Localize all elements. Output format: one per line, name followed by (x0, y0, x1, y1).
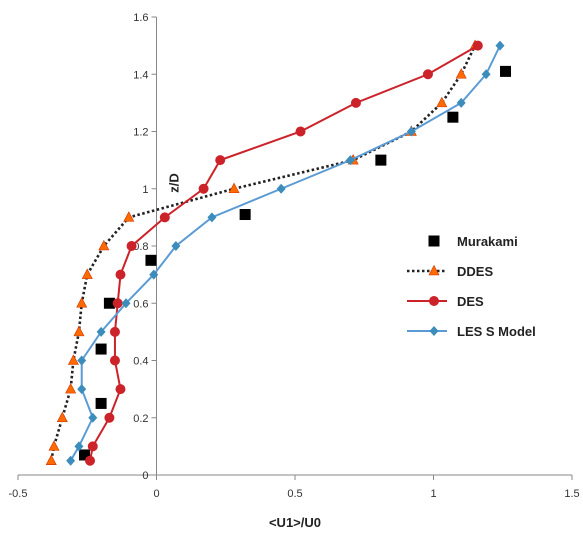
y-tick-label: 0.6 (133, 298, 148, 310)
data-point (48, 440, 60, 451)
legend-marker (428, 235, 440, 247)
data-point (66, 455, 76, 466)
data-point (109, 326, 120, 337)
data-point (78, 449, 90, 461)
data-point (375, 154, 387, 166)
data-point (215, 155, 226, 166)
data-point (87, 441, 98, 452)
data-point (495, 40, 505, 51)
x-tick-label: 0.5 (287, 488, 302, 500)
data-point (109, 355, 120, 366)
data-point (76, 297, 88, 308)
series-line (89, 44, 479, 461)
legend-item-les-s-model: LES S Model (407, 324, 536, 339)
y-tick-label: 1.6 (133, 12, 148, 24)
data-point (295, 126, 306, 137)
y-axis-ticks: 0 0.2 0.4 0.6 0.8 1 1.2 1.4 1.6 (133, 12, 157, 482)
data-point (115, 269, 126, 280)
data-point (77, 384, 87, 395)
data-point (45, 454, 57, 465)
data-point (171, 241, 181, 251)
data-point (103, 297, 115, 309)
data-point (207, 212, 217, 223)
data-point (198, 183, 209, 194)
y-tick-label: 0.2 (133, 413, 148, 425)
data-point (123, 211, 135, 222)
series-des (85, 40, 483, 466)
y-tick-label: 0.8 (133, 241, 148, 253)
series-murakami (78, 65, 512, 461)
data-point (447, 111, 459, 123)
legend-label: LES S Model (457, 324, 536, 339)
data-point (95, 343, 107, 355)
series-les-s-model (66, 40, 505, 466)
data-point (77, 355, 87, 366)
data-point (481, 69, 491, 80)
data-point (406, 126, 416, 137)
data-point (239, 209, 251, 221)
data-point (456, 97, 466, 108)
data-point (121, 298, 131, 309)
data-point (455, 68, 467, 79)
data-point (345, 155, 355, 166)
legend-marker (428, 264, 440, 276)
legend-item-des: DES (407, 294, 484, 309)
legend-label: DES (457, 294, 484, 309)
data-point (228, 182, 240, 194)
y-axis-title: z/D (167, 173, 182, 193)
data-point (422, 69, 433, 80)
data-point (65, 382, 77, 394)
x-tick-label: 1.5 (564, 488, 579, 500)
series-ddes (45, 39, 481, 465)
plot-area (45, 39, 512, 466)
series-line (49, 45, 477, 461)
data-point (112, 298, 123, 309)
data-point (126, 240, 137, 251)
data-point (85, 455, 96, 466)
data-point (67, 354, 79, 365)
data-point (149, 269, 159, 280)
x-axis-title: <U1>/U0 (269, 515, 321, 530)
data-point (104, 412, 115, 423)
data-point (96, 326, 106, 337)
data-point (73, 325, 85, 337)
data-point (500, 65, 512, 77)
data-point (115, 384, 126, 395)
data-point (74, 441, 84, 452)
data-point (81, 268, 93, 279)
y-tick-label: 1.4 (133, 69, 148, 81)
data-point (276, 183, 286, 194)
legend-label: Murakami (457, 234, 518, 249)
y-tick-label: 0.4 (133, 356, 148, 368)
x-tick-label: 1 (430, 488, 436, 500)
data-point (98, 239, 110, 251)
series-line (69, 45, 501, 462)
legend-marker (428, 295, 439, 306)
legend-marker (429, 326, 439, 336)
x-axis-ticks: -0.5 0 0.5 1 1.5 (9, 475, 580, 500)
data-point (159, 212, 170, 223)
legend-label: DDES (457, 264, 493, 279)
y-tick-label: 1.2 (133, 127, 148, 139)
data-point (350, 97, 361, 108)
legend: Murakami DDES DES LES S Model (407, 234, 536, 339)
legend-item-murakami: Murakami (428, 234, 518, 249)
y-tick-label: 1 (142, 184, 148, 196)
y-tick-label: 0 (142, 470, 148, 482)
data-point (95, 397, 107, 409)
legend-item-ddes: DDES (407, 264, 493, 279)
data-point (436, 96, 448, 108)
x-tick-label: 0 (153, 488, 159, 500)
x-tick-label: -0.5 (9, 488, 28, 500)
data-point (472, 40, 483, 51)
data-point (88, 412, 98, 423)
data-point (145, 254, 157, 266)
data-point (56, 411, 68, 423)
